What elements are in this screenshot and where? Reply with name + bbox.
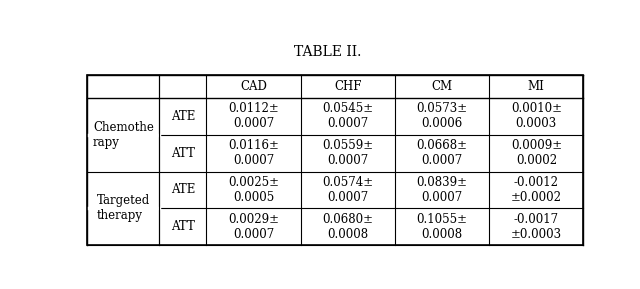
Text: Chemothe
rapy: Chemothe rapy bbox=[93, 121, 154, 149]
Text: 0.0025±
0.0005: 0.0025± 0.0005 bbox=[228, 176, 279, 204]
Text: Targeted
therapy: Targeted therapy bbox=[97, 194, 150, 222]
Bar bbox=[88, 75, 584, 245]
Bar bbox=[88, 75, 584, 245]
Text: 0.0545±
0.0007: 0.0545± 0.0007 bbox=[323, 103, 373, 130]
Text: 0.0680±
0.0008: 0.0680± 0.0008 bbox=[323, 213, 373, 241]
Text: 0.0029±
0.0007: 0.0029± 0.0007 bbox=[228, 213, 279, 241]
Text: ATT: ATT bbox=[171, 147, 195, 160]
Text: -0.0017
±0.0003: -0.0017 ±0.0003 bbox=[511, 213, 562, 241]
Text: 0.0573±
0.0006: 0.0573± 0.0006 bbox=[417, 103, 468, 130]
Text: ATT: ATT bbox=[171, 220, 195, 233]
Text: CHF: CHF bbox=[334, 80, 362, 93]
Text: 0.1055±
0.0008: 0.1055± 0.0008 bbox=[417, 213, 468, 241]
Text: 0.0009±
0.0002: 0.0009± 0.0002 bbox=[511, 139, 562, 167]
Text: 0.0668±
0.0007: 0.0668± 0.0007 bbox=[417, 139, 468, 167]
Text: 0.0116±
0.0007: 0.0116± 0.0007 bbox=[228, 139, 279, 167]
Text: CAD: CAD bbox=[240, 80, 267, 93]
Text: MI: MI bbox=[528, 80, 545, 93]
Text: ATE: ATE bbox=[171, 110, 195, 123]
Text: -0.0012
±0.0002: -0.0012 ±0.0002 bbox=[511, 176, 562, 204]
Text: ATE: ATE bbox=[171, 184, 195, 197]
Text: 0.0839±
0.0007: 0.0839± 0.0007 bbox=[417, 176, 468, 204]
Text: CM: CM bbox=[431, 80, 452, 93]
Text: 0.0112±
0.0007: 0.0112± 0.0007 bbox=[228, 103, 279, 130]
Text: 0.0574±
0.0007: 0.0574± 0.0007 bbox=[323, 176, 373, 204]
Text: 0.0010±
0.0003: 0.0010± 0.0003 bbox=[511, 103, 562, 130]
Text: 0.0559±
0.0007: 0.0559± 0.0007 bbox=[323, 139, 373, 167]
Text: TABLE II.: TABLE II. bbox=[294, 45, 362, 59]
